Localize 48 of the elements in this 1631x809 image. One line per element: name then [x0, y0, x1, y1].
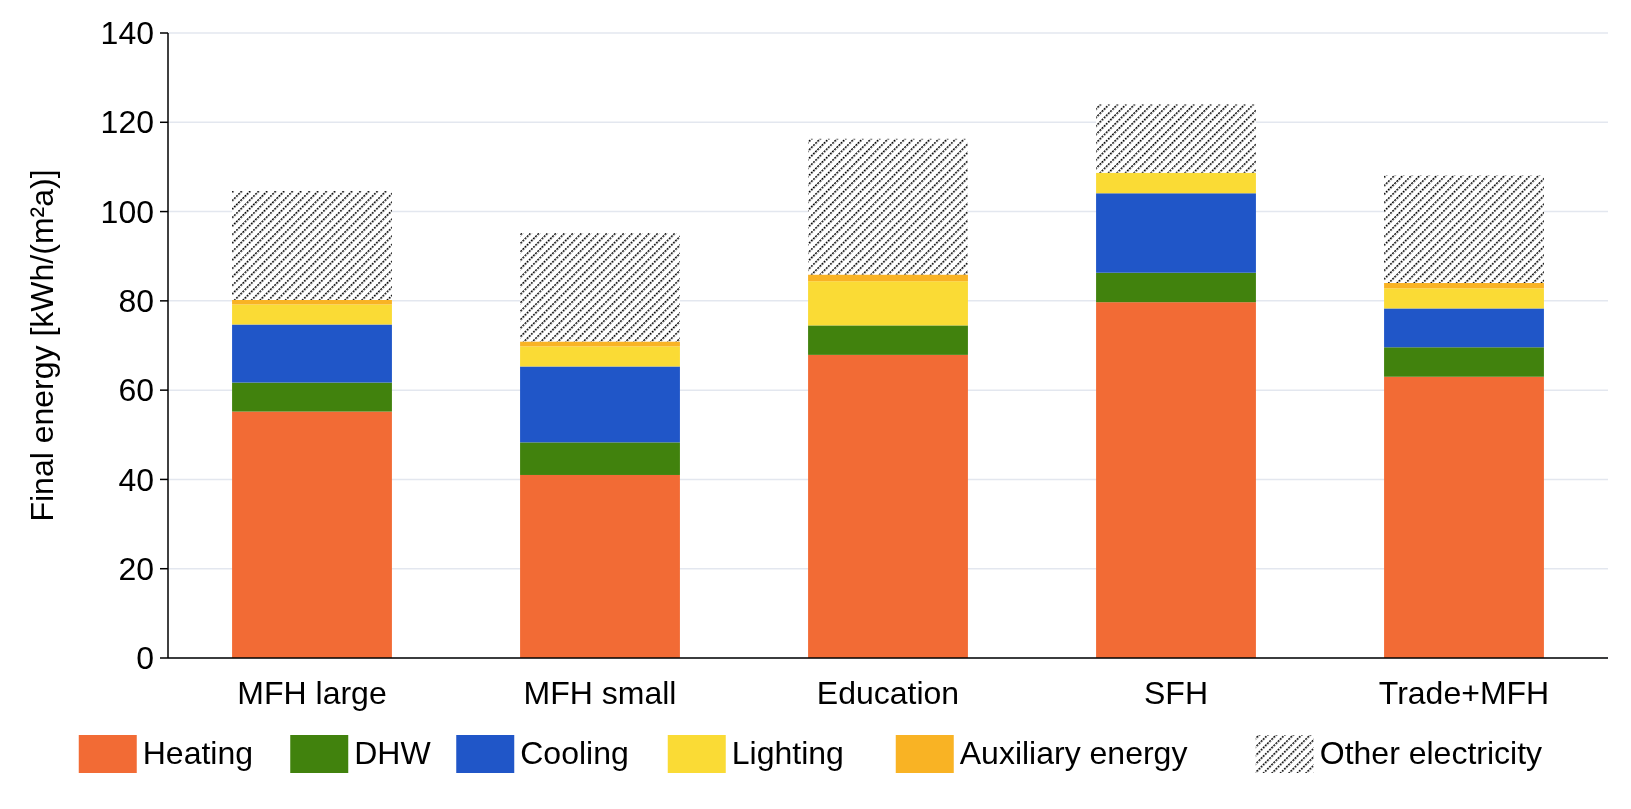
bar [1384, 308, 1544, 348]
bar [1096, 272, 1256, 303]
x-tick-label: Trade+MFH [1378, 675, 1550, 711]
bar [520, 341, 680, 347]
bar [1384, 175, 1544, 283]
legend-label: Cooling [520, 735, 629, 772]
bar [1384, 288, 1544, 309]
bar [520, 442, 680, 475]
y-tick-label: 80 [118, 283, 154, 320]
bar [808, 354, 968, 658]
bar [1096, 193, 1256, 273]
x-tick-label: SFH [1144, 675, 1208, 711]
bar [520, 346, 680, 367]
legend-label: Other electricity [1319, 735, 1543, 772]
legend-label: Heating [142, 735, 254, 772]
bar [520, 366, 680, 443]
bar [1096, 302, 1256, 658]
bar [520, 474, 680, 658]
x-tick-label: Education [816, 675, 960, 711]
bar [232, 304, 392, 325]
legend-label: Lighting [731, 735, 844, 772]
x-tick-label: MFH small [523, 675, 677, 711]
y-tick-label: 100 [100, 193, 154, 230]
bar [520, 233, 680, 342]
legend-label: DHW [354, 735, 432, 772]
bar [808, 138, 968, 275]
bar [1384, 347, 1544, 377]
y-tick-label: 0 [136, 640, 154, 677]
bar [808, 325, 968, 355]
bar [232, 324, 392, 383]
legend-label: Auxiliary energy [959, 735, 1188, 772]
y-tick-label: 20 [118, 550, 154, 587]
y-tick-label: 140 [100, 15, 154, 52]
x-tick-label: MFH large [237, 675, 387, 711]
bar [1384, 283, 1544, 289]
bar [808, 281, 968, 326]
bar [808, 274, 968, 282]
bar [1096, 172, 1256, 194]
bar [232, 191, 392, 300]
bar [1384, 376, 1544, 658]
bar [232, 411, 392, 658]
y-tick-label: 40 [118, 461, 154, 498]
y-tick-label: 120 [100, 104, 154, 141]
bar [1096, 104, 1256, 173]
bar [232, 299, 392, 305]
bar [232, 382, 392, 412]
y-axis-title: Final energy [kWh/(m²a)] [24, 169, 60, 522]
y-tick-label: 60 [118, 372, 154, 409]
